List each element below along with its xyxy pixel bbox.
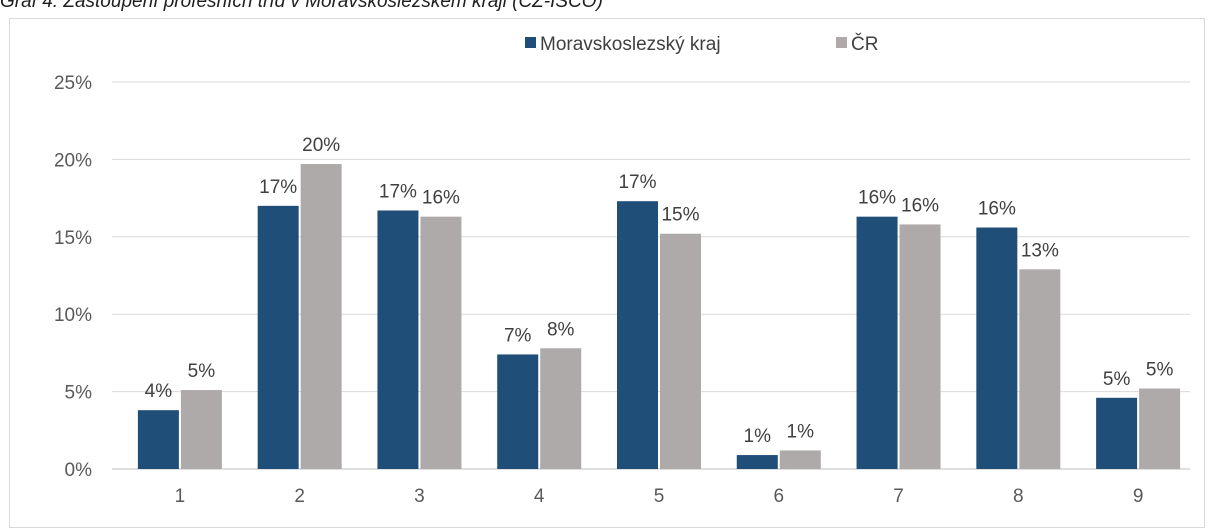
x-tick-label: 3 <box>414 486 425 507</box>
x-tick-label: 2 <box>294 486 305 507</box>
data-label: 16% <box>858 188 896 209</box>
y-tick-label: 0% <box>65 460 93 481</box>
bar-msk-4 <box>497 354 539 469</box>
bar-msk-3 <box>377 210 419 469</box>
bar-msk-2 <box>257 205 299 469</box>
bar-cr-7 <box>899 224 941 469</box>
y-tick-label: 5% <box>65 383 93 404</box>
legend-label: ČR <box>851 33 878 55</box>
bar-cr-3 <box>420 216 462 469</box>
data-label: 16% <box>978 199 1016 220</box>
data-label: 5% <box>188 361 216 382</box>
bar-cr-6 <box>779 450 821 469</box>
data-label: 1% <box>744 426 772 447</box>
data-label: 8% <box>547 319 575 340</box>
chart-caption: Graf 4: Zastoupení profesních tříd v Mor… <box>0 0 603 12</box>
data-label: 20% <box>302 135 340 156</box>
bar-msk-9 <box>1096 397 1138 469</box>
bar-cr-1 <box>180 390 222 469</box>
x-tick-label: 9 <box>1133 486 1144 507</box>
x-tick-label: 8 <box>1013 486 1024 507</box>
bar-msk-5 <box>617 201 658 470</box>
x-tick-label: 1 <box>175 486 186 507</box>
bar-cr-9 <box>1139 388 1181 469</box>
data-label: 5% <box>1103 369 1131 390</box>
legend-swatch-cr <box>836 37 847 48</box>
bar-cr-5 <box>660 233 701 469</box>
data-label: 4% <box>145 381 173 402</box>
x-tick-label: 4 <box>534 486 545 507</box>
x-tick-label: 7 <box>893 486 904 507</box>
y-tick-label: 10% <box>54 305 92 326</box>
legend-swatch-msk <box>525 37 536 48</box>
x-tick-label: 6 <box>773 486 784 507</box>
bar-msk-1 <box>137 410 179 469</box>
legend-label: Moravskoslezský kraj <box>540 34 721 55</box>
bar-cr-2 <box>300 164 342 469</box>
data-label: 17% <box>259 177 297 198</box>
y-tick-label: 20% <box>54 150 92 171</box>
x-tick-label: 5 <box>654 486 665 507</box>
y-tick-label: 15% <box>54 228 92 249</box>
data-label: 15% <box>661 205 699 226</box>
y-tick-label: 25% <box>54 73 92 94</box>
bar-cr-4 <box>540 348 582 469</box>
bar-msk-7 <box>856 216 898 469</box>
bar-msk-8 <box>976 227 1018 469</box>
data-label: 17% <box>379 181 417 202</box>
bar-cr-8 <box>1019 269 1061 469</box>
data-label: 13% <box>1021 240 1059 261</box>
data-label: 16% <box>901 195 939 216</box>
data-label: 5% <box>1146 360 1174 381</box>
data-label: 7% <box>504 325 532 346</box>
data-label: 1% <box>787 421 815 442</box>
data-label: 17% <box>618 172 656 193</box>
bar-msk-6 <box>736 455 778 469</box>
data-label: 16% <box>422 188 460 209</box>
